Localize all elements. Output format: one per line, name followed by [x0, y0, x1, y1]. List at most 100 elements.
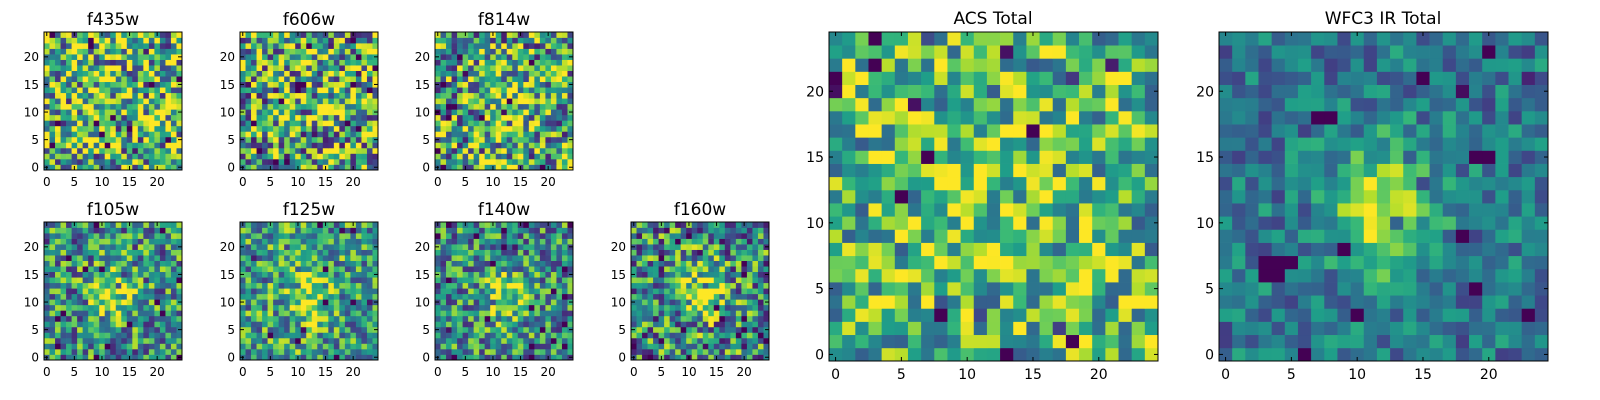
heatmap-cell [311, 233, 318, 239]
heatmap-cell [468, 54, 474, 60]
heatmap-cell [60, 48, 67, 55]
heatmap-cell [523, 125, 530, 132]
heatmap-cell [170, 282, 177, 289]
heatmap-cell [256, 332, 263, 339]
y-tick-label: 10 [220, 105, 235, 119]
heatmap-cell [82, 222, 89, 228]
heatmap-cell [176, 87, 183, 94]
heatmap-cell [176, 282, 183, 289]
heatmap-cell [986, 347, 1001, 362]
heatmap-cell [921, 308, 935, 322]
heatmap-cell [907, 242, 922, 257]
heatmap-cell [82, 98, 89, 105]
heatmap-cell [273, 153, 279, 160]
heatmap-cell [284, 288, 291, 295]
heatmap-cell [88, 304, 95, 311]
heatmap-cell [322, 271, 329, 278]
heatmap-cell [702, 354, 709, 361]
heatmap-cell [550, 293, 557, 300]
heatmap-cell [143, 48, 150, 55]
x-tick-label: 10 [485, 175, 500, 189]
heatmap-cell [631, 266, 637, 273]
heatmap-cell [322, 65, 329, 71]
heatmap-cell [344, 37, 351, 44]
heatmap-cell [539, 277, 546, 284]
heatmap-cell [1079, 334, 1093, 349]
heatmap-cell [104, 233, 111, 239]
heatmap-cell [842, 282, 856, 296]
y-tick-label: 10 [415, 105, 430, 119]
heatmap-cell [868, 321, 882, 336]
heatmap-cell [300, 98, 307, 105]
heatmap-cell [295, 98, 302, 105]
heatmap-cell [278, 282, 285, 289]
heatmap-cell [256, 337, 263, 344]
heatmap-cell [462, 37, 469, 44]
heatmap-cell [66, 282, 72, 289]
x-tick-label: 5 [71, 175, 79, 189]
heatmap-cell [93, 238, 100, 245]
heatmap-cell [159, 277, 166, 284]
heatmap-cell [333, 271, 340, 278]
heatmap-cell [170, 54, 177, 60]
heatmap-cell [273, 32, 279, 38]
heatmap-cell [311, 98, 318, 105]
heatmap-cell [462, 315, 469, 322]
heatmap-cell [506, 65, 513, 71]
heatmap-cell [457, 76, 463, 83]
heatmap-cell [501, 92, 508, 99]
heatmap-cell [561, 299, 568, 306]
heatmap-cell [842, 189, 856, 204]
heatmap-cell [176, 288, 183, 295]
heatmap-cell [708, 255, 715, 261]
heatmap-cell [66, 348, 72, 355]
heatmap-cell [77, 120, 83, 127]
heatmap-cell [534, 321, 541, 328]
heatmap-cell [702, 321, 709, 328]
heatmap-cell [93, 266, 100, 273]
heatmap-cell [741, 321, 748, 328]
heatmap-cell [523, 321, 530, 328]
heatmap-cell [468, 255, 474, 261]
heatmap-cell [868, 163, 882, 178]
heatmap-cell [741, 304, 748, 311]
heatmap-cell [435, 103, 441, 110]
heatmap-cell [550, 282, 557, 289]
heatmap-cell [295, 120, 302, 127]
heatmap-cell [311, 222, 318, 228]
heatmap-cell [278, 332, 285, 339]
heatmap-cell [289, 54, 296, 60]
heatmap-cell [55, 98, 61, 105]
heatmap-cell [501, 81, 508, 88]
heatmap-cell [501, 76, 508, 83]
heatmap-cell [669, 304, 676, 311]
heatmap-cell [55, 158, 61, 165]
heatmap-cell [691, 315, 698, 322]
heatmap-cell [93, 260, 100, 267]
heatmap-cell [479, 260, 486, 267]
heatmap-cell [691, 222, 698, 228]
heatmap-cell [446, 147, 452, 154]
heatmap-cell [300, 233, 307, 239]
heatmap-cell [702, 332, 709, 339]
heatmap-cell [457, 244, 463, 250]
x-tick-label: 10 [290, 175, 305, 189]
heatmap-cell [143, 277, 150, 284]
heatmap-cell [713, 326, 720, 333]
heatmap-cell [300, 266, 307, 273]
heatmap-cell [126, 59, 133, 66]
heatmap-cell [550, 304, 557, 311]
heatmap-cell [49, 343, 56, 350]
heatmap-cell [523, 59, 530, 66]
heatmap-cell [267, 244, 274, 250]
heatmap-cell [170, 260, 177, 267]
heatmap-cell [148, 354, 155, 361]
heatmap-cell [752, 227, 759, 234]
heatmap-cell [741, 227, 748, 234]
heatmap-cell [121, 81, 128, 88]
heatmap-cell [528, 282, 535, 289]
heatmap-cell [300, 310, 307, 317]
heatmap-cell [44, 337, 50, 344]
heatmap-cell [355, 70, 362, 77]
